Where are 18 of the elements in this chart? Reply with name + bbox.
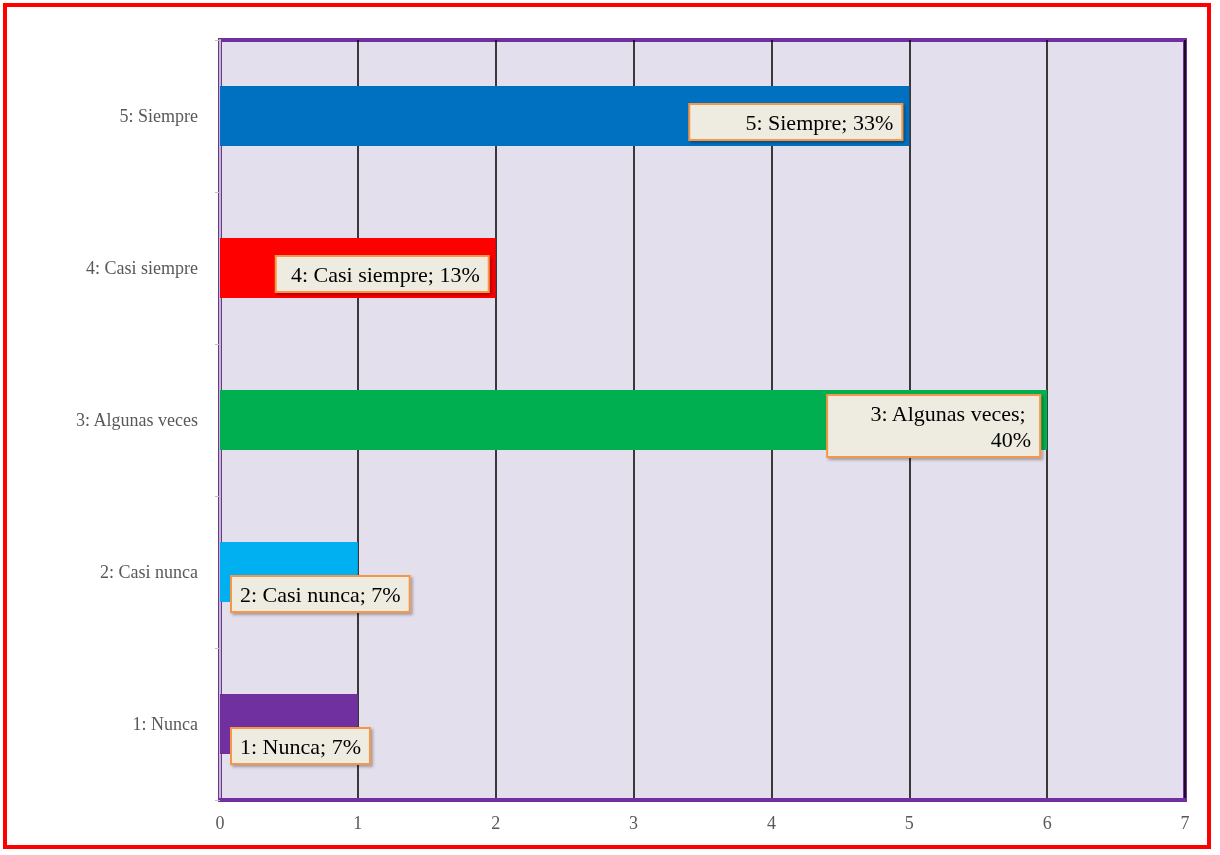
- x-tick-label: 0: [215, 813, 225, 833]
- y-tick-label: 4: Casi siempre: [86, 258, 199, 278]
- y-tick-label: 3: Algunas veces: [76, 410, 198, 430]
- x-tick-label: 1: [353, 813, 363, 833]
- x-tick-label: 5: [904, 813, 914, 833]
- annotation: 5: Siempre; 33%: [745, 109, 894, 135]
- annotation: 2: Casi nunca; 7%: [240, 581, 401, 607]
- annotation: 4: Casi siempre; 13%: [290, 261, 480, 287]
- x-tick-label: 6: [1042, 813, 1052, 833]
- x-tick-label: 3: [629, 813, 639, 833]
- annotation: 3: Algunas veces; 40%: [870, 400, 1032, 452]
- y-tick-label: 5: Siempre: [119, 106, 198, 126]
- annotation: 1: Nunca; 7%: [240, 733, 361, 759]
- y-tick-label: 1: Nunca: [132, 714, 198, 734]
- x-tick-label: 4: [766, 813, 776, 833]
- x-tick-label: 7: [1180, 813, 1190, 833]
- y-tick-label: 2: Casi nunca: [100, 562, 199, 582]
- x-tick-label: 2: [491, 813, 501, 833]
